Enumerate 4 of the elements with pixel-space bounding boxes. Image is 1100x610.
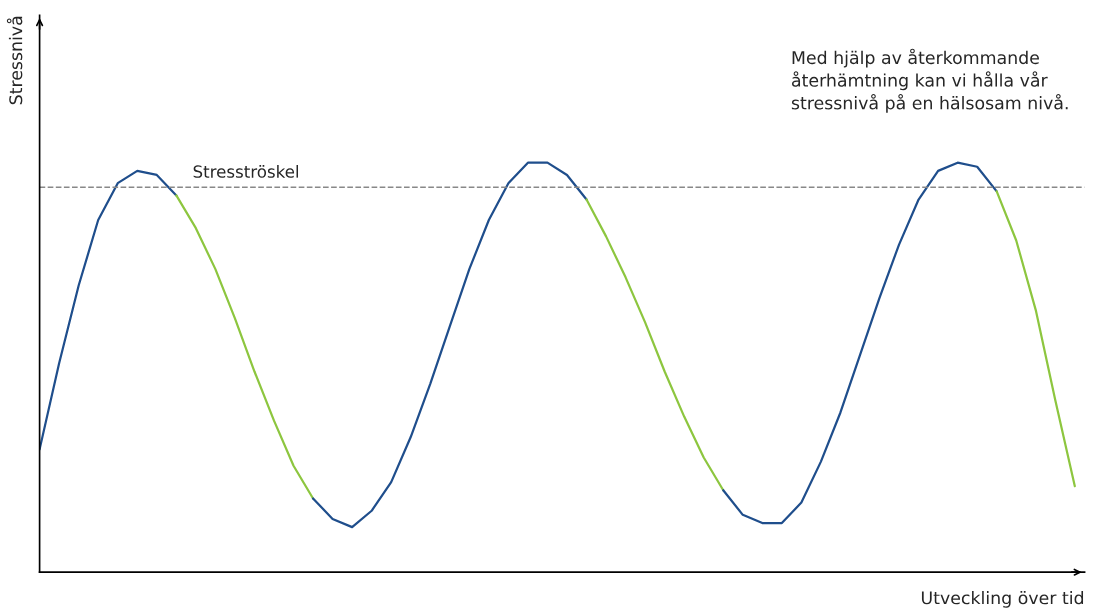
y-axis-title: Stressnivå	[6, 16, 23, 105]
x-axis-title: Utveckling över tid	[921, 590, 1084, 608]
ref-line-label: Stresströskel	[193, 164, 299, 178]
text: Med hjälp av återkommande återhämtning kan vi hålla vår stressnivå på en hälsosam nivå.	[791, 48, 1068, 113]
